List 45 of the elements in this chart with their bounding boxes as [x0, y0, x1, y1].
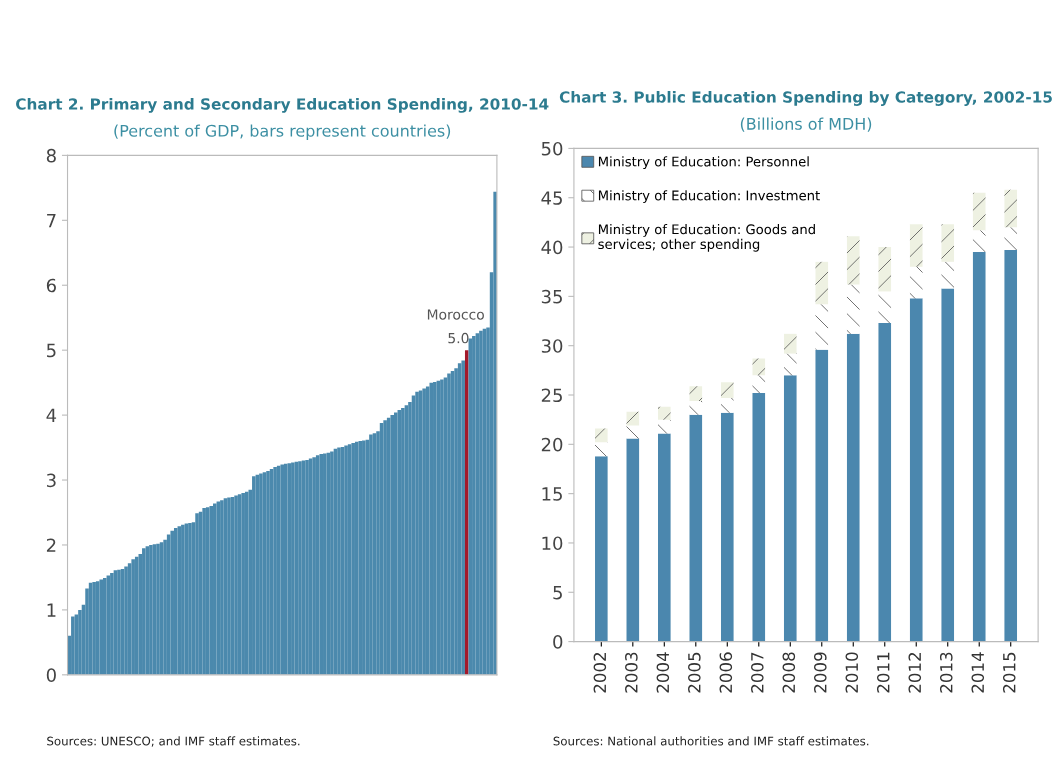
y-tick-label: 5 [47, 343, 56, 358]
y-tick-label: 35 [541, 289, 562, 304]
x-tick-label: 2011 [876, 652, 890, 693]
chart-title: Chart 2. Primary and Secondary Education Spending, 2010-14 [16, 97, 549, 113]
annotation: Morocco [427, 309, 484, 320]
y-tick-label: 5 [553, 585, 562, 600]
x-tick-label: 2007 [751, 652, 764, 693]
x-tick-label: 2010 [845, 652, 859, 693]
x-tick-label: 2004 [656, 652, 670, 693]
legend-label: Ministry of Education: Investment [598, 190, 820, 203]
x-tick-label: 2008 [782, 652, 796, 693]
y-tick-label: 50 [541, 141, 563, 156]
y-tick-label: 25 [541, 388, 562, 403]
legend-label: Ministry of Education: Goods and services; other spending [598, 224, 815, 252]
x-tick-label: 2009 [814, 652, 827, 693]
x-tick-label: 2013 [939, 652, 953, 693]
y-tick-label: 40 [541, 240, 563, 255]
legend-label: Ministry of Education: Personnel [598, 156, 809, 170]
y-tick-label: 15 [542, 487, 562, 501]
y-tick-label: 0 [553, 635, 563, 649]
x-tick-label: 2006 [719, 652, 733, 693]
y-tick-label: 1 [47, 603, 56, 617]
y-tick-label: 8 [46, 148, 56, 163]
y-tick-label: 4 [46, 408, 57, 422]
data-label: 5.0 [448, 332, 469, 344]
chart-title: Chart 3. Public Education Spending by Category, 2002-15 [559, 91, 1052, 106]
source-note: Sources: National authorities and IMF staff estimates. [553, 736, 869, 746]
y-tick-label: 45 [541, 191, 562, 205]
y-tick-label: 30 [541, 339, 563, 353]
x-tick-label: 2002 [593, 652, 607, 693]
x-tick-label: 2003 [625, 652, 638, 693]
y-tick-label: 0 [46, 668, 56, 682]
y-tick-label: 3 [46, 473, 56, 488]
x-tick-label: 2014 [971, 652, 985, 693]
chart-subtitle: (Percent of GDP, bars represent countries) [114, 124, 451, 140]
source-note: Sources: UNESCO; and IMF staff estimates. [47, 736, 300, 747]
x-tick-label: 2005 [688, 652, 701, 693]
y-tick-label: 7 [47, 214, 56, 228]
y-tick-label: 6 [46, 278, 56, 293]
y-tick-label: 2 [46, 538, 56, 552]
chart-subtitle: (Billions of MDH) [740, 117, 872, 132]
y-tick-label: 20 [541, 437, 563, 452]
x-tick-label: 2015 [1002, 652, 1016, 693]
x-tick-label: 2012 [908, 652, 922, 693]
y-tick-label: 10 [542, 536, 563, 551]
